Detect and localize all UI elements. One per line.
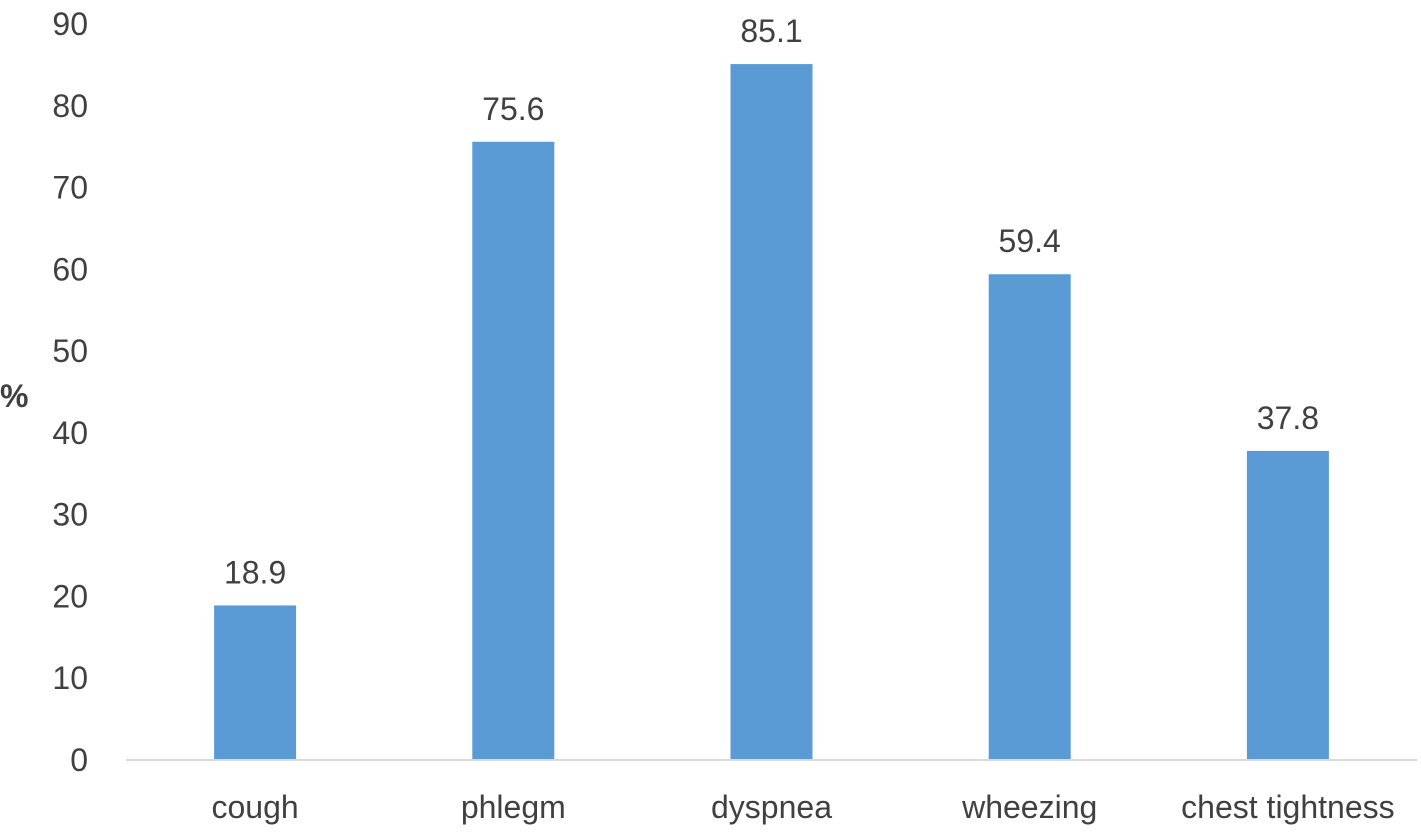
y-tick-label: 20 [52,578,88,614]
data-label: 18.9 [224,554,286,590]
y-tick-label: 70 [52,170,88,206]
category-label: cough [212,789,299,825]
category-label: phlegm [461,789,566,825]
bars [214,64,1329,761]
y-tick-label: 90 [52,6,88,42]
y-tick-label: 30 [52,497,88,533]
data-label: 59.4 [999,223,1061,259]
bar-wheezing [988,274,1071,760]
y-tick-label: 80 [52,88,88,124]
data-labels: 18.9 75.6 85.1 59.4 37.8 [224,13,1319,590]
data-label: 75.6 [482,91,544,127]
y-tick-labels: 0 10 20 30 40 50 60 70 80 90 [52,6,88,778]
bar-chest-tightness [1246,450,1329,760]
bar-dyspnea [730,64,813,761]
bar-phlegm [472,141,555,760]
y-tick-label: 10 [52,660,88,696]
category-labels: cough phlegm dyspnea wheezing chest tightnes… [212,789,1395,825]
data-label: 37.8 [1257,400,1319,436]
y-tick-label: 60 [52,251,88,287]
data-label: 85.1 [740,13,802,49]
category-label: chest tightness [1181,789,1394,825]
y-axis-label: % [0,378,28,414]
y-tick-label: 40 [52,415,88,451]
category-label: dyspnea [711,789,832,825]
y-tick-label: 50 [52,333,88,369]
y-tick-label: 0 [70,742,88,778]
category-label: wheezing [961,789,1097,825]
bar-cough [214,605,297,760]
